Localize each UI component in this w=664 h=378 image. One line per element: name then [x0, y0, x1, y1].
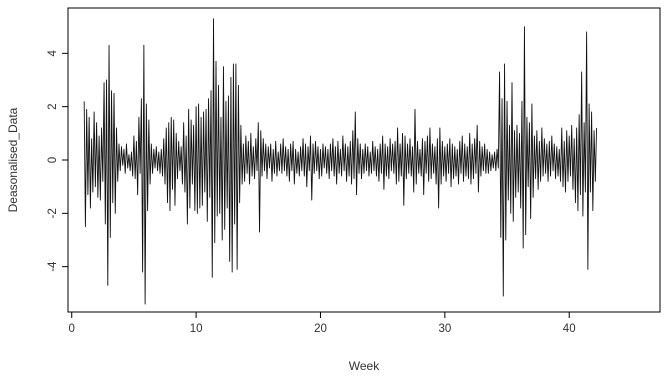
x-tick-label: 40: [563, 323, 576, 335]
x-tick-label: 30: [438, 323, 451, 335]
y-axis: -4 -2 0 2 4: [47, 50, 68, 272]
y-tick-label: 2: [47, 103, 59, 109]
x-axis: 0 10 20 30 40: [69, 312, 576, 335]
x-tick-label: 0: [69, 323, 75, 335]
series-line: [83, 18, 598, 305]
x-tick-label: 10: [190, 323, 203, 335]
y-tick-label: -2: [47, 208, 59, 218]
y-axis-title: Deasonalised_Data: [6, 107, 20, 212]
y-tick-label: -4: [47, 261, 59, 272]
y-tick-label: 4: [47, 50, 59, 57]
x-axis-title: Week: [349, 359, 380, 373]
x-tick-label: 20: [314, 323, 327, 335]
y-tick-label: 0: [47, 157, 59, 163]
